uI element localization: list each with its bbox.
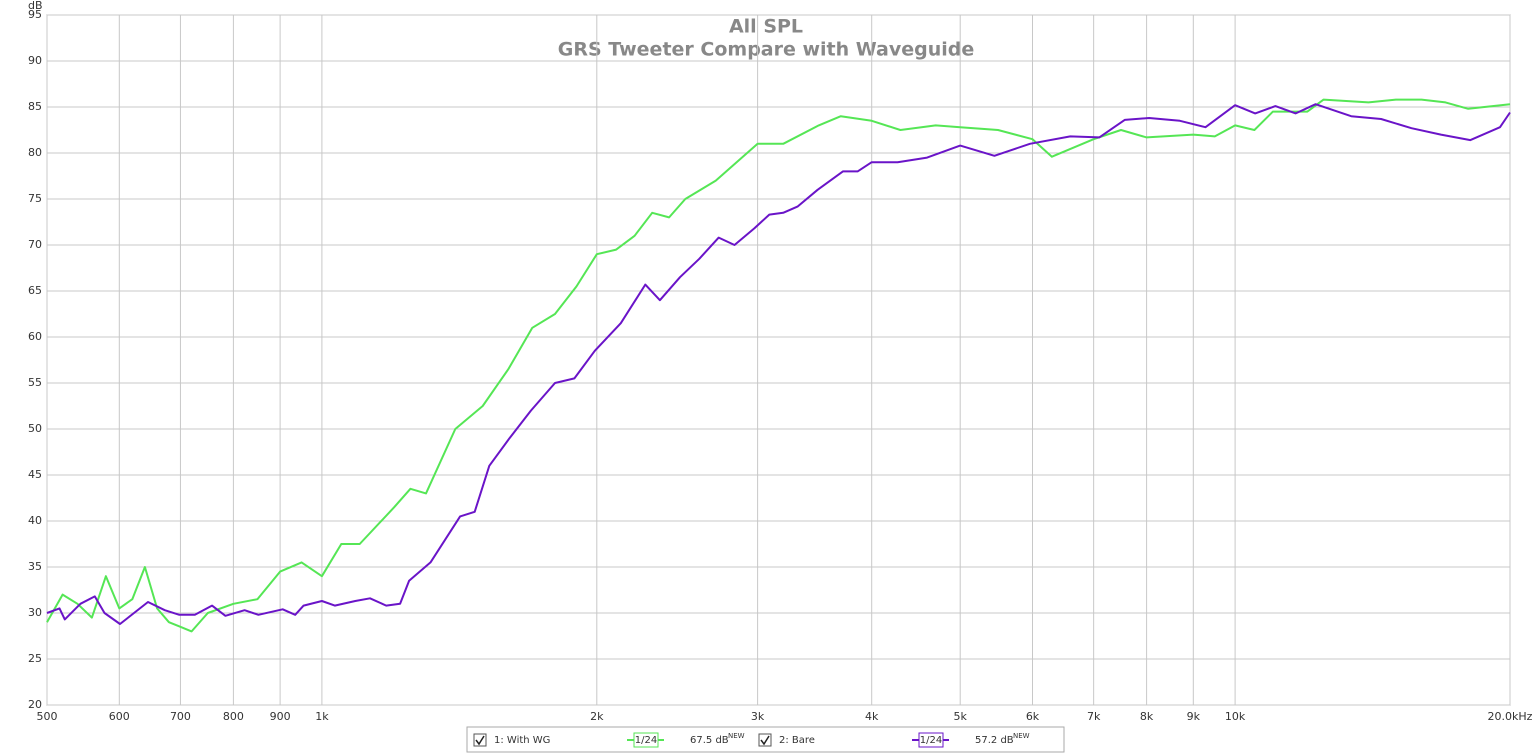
chart-subtitle: GRS Tweeter Compare with Waveguide <box>558 39 975 61</box>
series-line <box>46 98 1511 633</box>
legend-smoothing: 1/24 <box>635 735 657 746</box>
legend-smoothing: 1/24 <box>920 735 942 746</box>
x-tick-label: 1k <box>315 710 329 723</box>
x-tick-label: 2k <box>590 710 604 723</box>
y-tick-label: 85 <box>28 100 42 113</box>
x-tick-label: 3k <box>751 710 765 723</box>
y-tick-label: 55 <box>28 376 42 389</box>
y-tick-label: 90 <box>28 54 42 67</box>
y-tick-label: 80 <box>28 146 42 159</box>
x-tick-label: 20.0kHz <box>1488 710 1532 723</box>
y-tick-label: 20 <box>28 698 42 711</box>
legend-name: 1: With WG <box>494 735 550 746</box>
x-tick-label: 800 <box>223 710 244 723</box>
y-tick-label: 60 <box>28 330 42 343</box>
y-tick-label: 70 <box>28 238 42 251</box>
x-tick-label: 9k <box>1187 710 1201 723</box>
y-tick-label: 25 <box>28 652 42 665</box>
x-tick-label: 6k <box>1026 710 1040 723</box>
y-tick-label: 65 <box>28 284 42 297</box>
legend-checkbox[interactable] <box>758 733 772 747</box>
legend-checkbox[interactable] <box>473 733 487 747</box>
legend-name: 2: Bare <box>779 735 815 746</box>
y-axis-label: dB <box>28 0 43 12</box>
y-tick-label: 50 <box>28 422 42 435</box>
legend-check <box>475 735 485 746</box>
x-tick-label: 4k <box>865 710 879 723</box>
legend-smoothing-box <box>918 732 944 748</box>
chart-title: All SPL <box>729 16 803 38</box>
x-tick-label: 900 <box>270 710 291 723</box>
plot-area <box>46 14 1511 706</box>
y-tick-label: 40 <box>28 514 42 527</box>
x-tick-label: 8k <box>1140 710 1154 723</box>
legend-check <box>760 735 770 746</box>
y-tick-label: 95 <box>28 8 42 21</box>
legend-level-tag: NEW <box>1013 732 1030 740</box>
x-tick-label: 7k <box>1087 710 1101 723</box>
x-tick-label: 10k <box>1225 710 1246 723</box>
legend-level: 57.2 dB <box>975 735 1014 746</box>
y-tick-label: 35 <box>28 560 42 573</box>
x-tick-label: 500 <box>37 710 58 723</box>
legend-level-tag: NEW <box>728 732 745 740</box>
x-tick-label: 600 <box>109 710 130 723</box>
legend-smoothing-box <box>633 732 659 748</box>
y-tick-label: 75 <box>28 192 42 205</box>
x-tick-label: 700 <box>170 710 191 723</box>
series-line <box>46 103 1511 625</box>
legend-level: 67.5 dB <box>690 735 729 746</box>
y-tick-label: 30 <box>28 606 42 619</box>
x-tick-label: 5k <box>954 710 968 723</box>
y-tick-label: 45 <box>28 468 42 481</box>
